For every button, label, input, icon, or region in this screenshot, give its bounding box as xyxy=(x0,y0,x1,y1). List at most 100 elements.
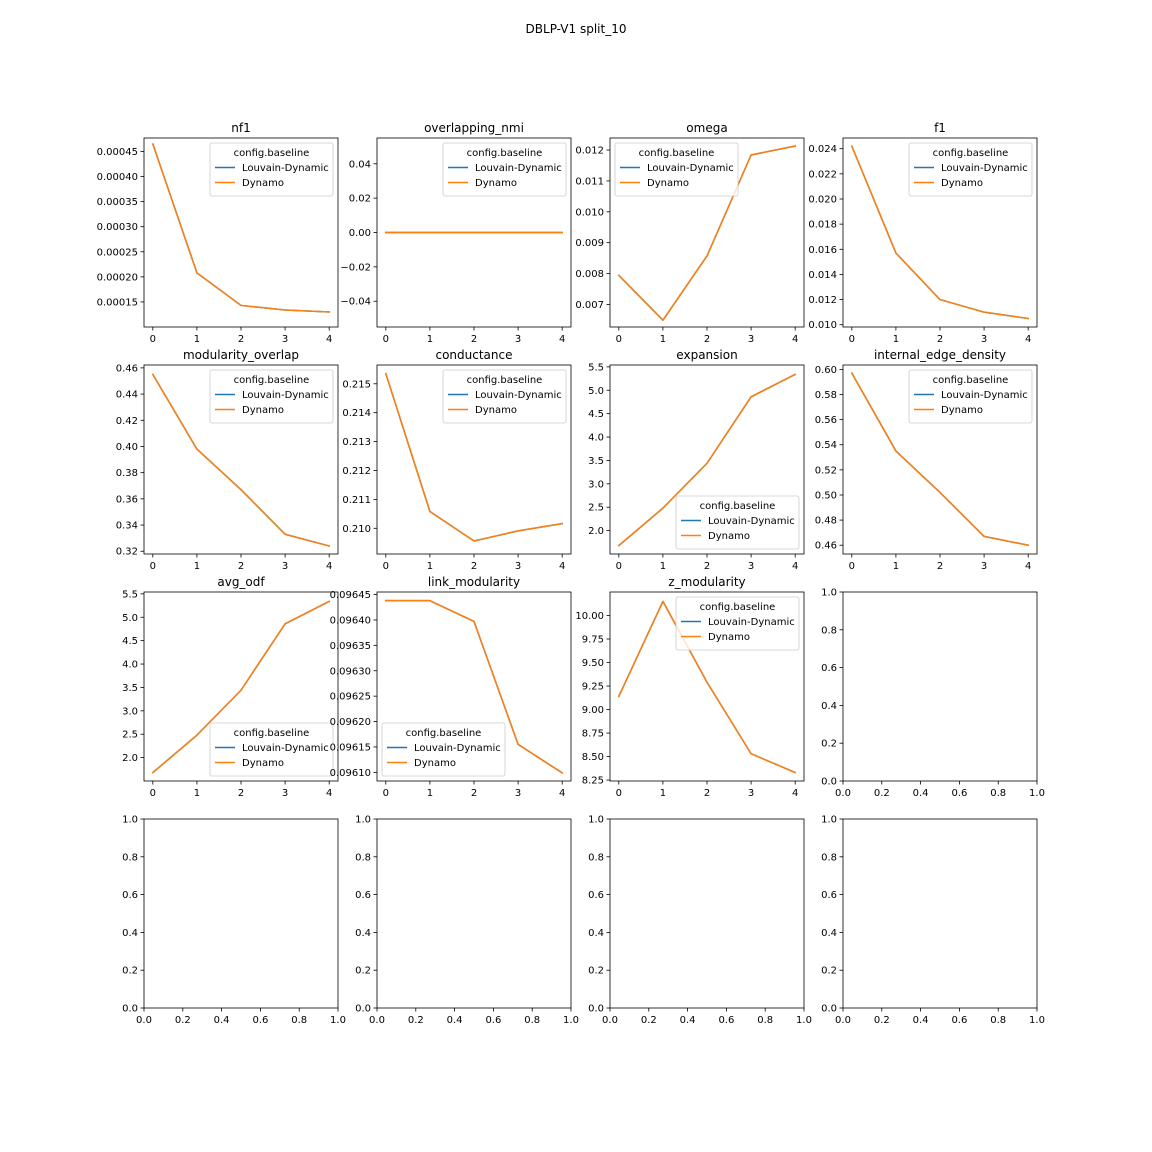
y-tick-label: 9.25 xyxy=(582,682,604,693)
x-tick-label: 1 xyxy=(660,788,666,799)
axes-frame xyxy=(143,818,339,1009)
x-tick-label: 1 xyxy=(893,561,899,572)
x-tick-label: 2 xyxy=(471,561,477,572)
y-tick-label: 0.213 xyxy=(342,437,371,448)
y-tick-label: 0.00025 xyxy=(97,247,138,258)
series-line-dynamo xyxy=(384,372,564,542)
x-tick-label: 0 xyxy=(616,561,622,572)
y-tick-label: 0.0 xyxy=(122,1004,138,1015)
y-tick-label: 0.60 xyxy=(815,365,837,376)
y-tick-label: 0.214 xyxy=(342,408,371,419)
y-tick-label: 0.4 xyxy=(588,928,604,939)
y-tick-label: −0.04 xyxy=(340,297,371,308)
x-tick-label: 2 xyxy=(937,561,943,572)
legend-label: Dynamo xyxy=(708,632,750,643)
subplot-7: 0 1 2 3 4 2.0 2.5 3.0 3.5 4.0 4.5 5.0 5.5 expansion co… xyxy=(588,348,805,572)
y-tick-label: 0.007 xyxy=(575,300,604,311)
plot-area xyxy=(610,819,804,1008)
y-tick-label: 0.09645 xyxy=(330,590,371,601)
x-tick-label: 4 xyxy=(559,788,565,799)
y-tick-label: 0.022 xyxy=(808,169,837,180)
x-tick-label: 0 xyxy=(150,334,156,345)
y-tick-label: 0.8 xyxy=(588,852,604,863)
y-tick-label: 0.0 xyxy=(821,777,837,788)
legend-label: Louvain-Dynamic xyxy=(708,617,795,628)
subplot-2: 0 1 2 3 4 −0.04 −0.02 0.00 0.02 0.04 overlapping_n… xyxy=(340,121,572,345)
y-tick-label: −0.02 xyxy=(340,262,371,273)
legend-title: config.baseline xyxy=(406,728,482,739)
y-tick-label: 9.00 xyxy=(582,705,604,716)
y-tick-label: 0.4 xyxy=(355,928,371,939)
x-tick-label: 2 xyxy=(238,788,244,799)
x-tick-label: 1 xyxy=(194,561,200,572)
subplot-title: conductance xyxy=(435,348,512,362)
y-tick-label: 2.5 xyxy=(122,730,138,741)
x-tick-label: 3 xyxy=(282,334,288,345)
legend: config.baseline Louvain-Dynamic Dynamo xyxy=(442,142,567,197)
x-tick-label: 3 xyxy=(282,788,288,799)
x-tick-label: 2 xyxy=(471,788,477,799)
y-tick-label: 0.09635 xyxy=(330,641,371,652)
y-tick-label: 0.2 xyxy=(122,966,138,977)
x-tick-label: 1 xyxy=(893,334,899,345)
legend-title: config.baseline xyxy=(234,375,310,386)
legend-label: Louvain-Dynamic xyxy=(414,743,501,754)
legend-label: Dynamo xyxy=(242,178,284,189)
x-tick-label: 0.2 xyxy=(641,1015,657,1026)
x-tick-label: 3 xyxy=(748,788,754,799)
y-tick-label: 0.210 xyxy=(342,524,371,535)
axes-frame xyxy=(609,818,805,1009)
x-tick-label: 4 xyxy=(326,334,332,345)
legend-box xyxy=(442,142,567,197)
subplot-16: 0.0 0.2 0.4 0.6 0.8 1.0 0.0 0.2 0.4 0.6 0.8 1.0 xyxy=(821,815,1045,1027)
legend: config.baseline Louvain-Dynamic Dynamo xyxy=(209,142,334,197)
legend-title: config.baseline xyxy=(234,148,310,159)
subplot-title: omega xyxy=(686,121,727,135)
y-tick-label: 0.00020 xyxy=(97,272,138,283)
y-tick-label: 0.09640 xyxy=(330,615,371,626)
y-tick-label: 0.09625 xyxy=(330,692,371,703)
y-tick-label: 0.54 xyxy=(815,440,837,451)
x-tick-label: 4 xyxy=(1025,561,1031,572)
x-tick-label: 2 xyxy=(937,334,943,345)
x-tick-label: 3 xyxy=(515,788,521,799)
y-tick-label: 0.09610 xyxy=(330,768,371,779)
legend: config.baseline Louvain-Dynamic Dynamo xyxy=(614,142,739,197)
y-tick-label: 0.40 xyxy=(116,442,138,453)
subplot-title: overlapping_nmi xyxy=(424,121,524,135)
legend-box xyxy=(209,369,334,424)
x-tick-label: 1.0 xyxy=(563,1015,579,1026)
x-tick-label: 1 xyxy=(660,334,666,345)
y-tick-label: 0.00035 xyxy=(97,197,138,208)
y-tick-label: 0.46 xyxy=(116,363,138,374)
y-tick-label: 0.012 xyxy=(575,146,604,157)
y-tick-label: 0.00 xyxy=(349,228,371,239)
x-tick-label: 1 xyxy=(427,334,433,345)
x-tick-label: 0.2 xyxy=(175,1015,191,1026)
y-tick-label: 0.020 xyxy=(808,194,837,205)
x-tick-label: 4 xyxy=(559,561,565,572)
y-tick-label: 2.0 xyxy=(122,753,138,764)
x-tick-label: 0.6 xyxy=(951,1015,967,1026)
y-tick-label: 0.0 xyxy=(588,1004,604,1015)
axes-frame xyxy=(609,591,805,782)
x-tick-label: 0.0 xyxy=(136,1015,152,1026)
y-tick-label: 4.0 xyxy=(588,433,604,444)
y-tick-label: 3.0 xyxy=(122,706,138,717)
y-tick-label: 0.52 xyxy=(815,465,837,476)
legend-label: Louvain-Dynamic xyxy=(708,516,795,527)
y-tick-label: 0.38 xyxy=(116,468,138,479)
legend: config.baseline Louvain-Dynamic Dynamo xyxy=(442,369,567,424)
legend-box xyxy=(614,142,739,197)
y-tick-label: 0.2 xyxy=(355,966,371,977)
x-tick-label: 0 xyxy=(383,334,389,345)
y-tick-label: 0.00015 xyxy=(97,297,138,308)
series-line-dynamo xyxy=(850,145,1030,320)
x-tick-label: 0.0 xyxy=(835,788,851,799)
y-tick-label: 0.00040 xyxy=(97,172,138,183)
y-tick-label: 0.4 xyxy=(821,928,837,939)
series-line-dynamo xyxy=(151,600,331,774)
legend: config.baseline Louvain-Dynamic Dynamo xyxy=(908,142,1033,197)
y-tick-label: 10.00 xyxy=(575,611,604,622)
legend-label: Dynamo xyxy=(941,405,983,416)
